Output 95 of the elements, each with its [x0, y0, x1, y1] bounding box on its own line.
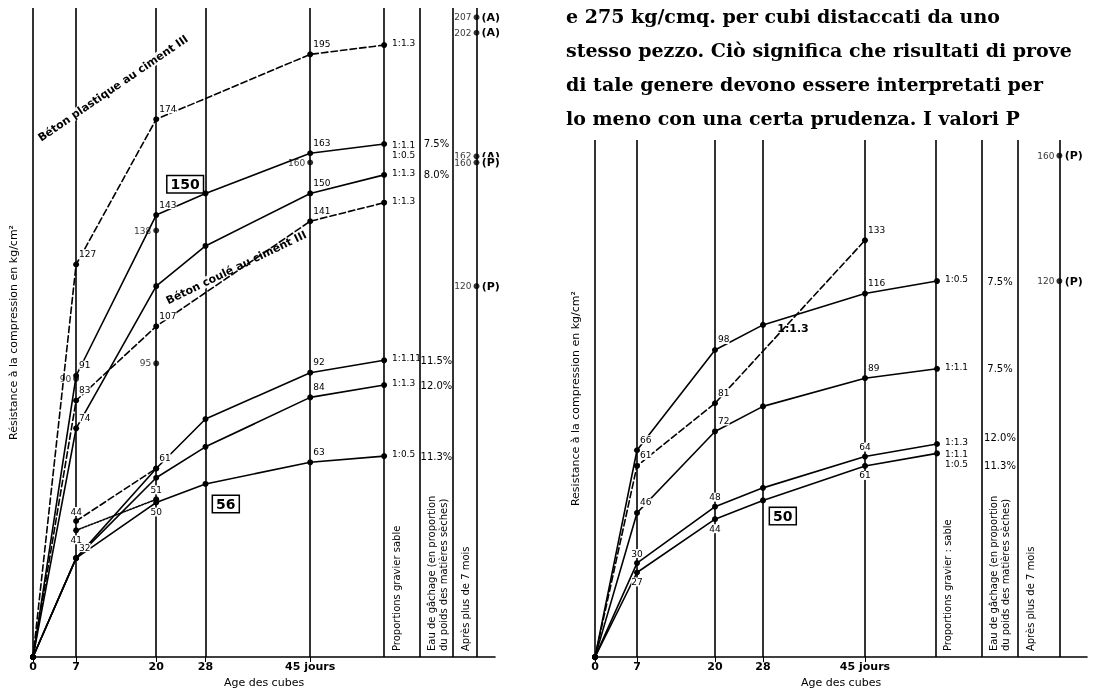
data-label: 163 — [313, 137, 331, 148]
annotation: (P) — [1064, 274, 1083, 288]
data-label: 143 — [159, 199, 177, 210]
annotation: 7.5% — [423, 138, 450, 150]
text: stesso pezzo. Ciò significa che risultati di prove — [566, 38, 1072, 61]
annotation: 150 — [170, 176, 201, 193]
annotation: 8.0% — [423, 169, 450, 181]
annotation: 11.3% — [420, 450, 453, 462]
series-label: 1:1.1 1:0.5 — [392, 139, 416, 160]
text: di tale genere devono essere interpretati per — [566, 72, 1044, 95]
data-label: 133 — [868, 224, 886, 235]
x-axis-title: Age des cubes — [800, 676, 882, 689]
data-label: 50 — [150, 506, 163, 517]
data-label: 202 — [454, 27, 472, 38]
text: e 275 kg/cmq. per cubi distaccati da uno — [566, 4, 1000, 27]
x-tick-label: 0 — [591, 660, 600, 674]
x-tick-label: 20 — [707, 660, 723, 674]
data-label: 66 — [640, 434, 652, 445]
series-label: 1:1.3 — [392, 38, 416, 49]
x-tick-label: 7 — [72, 660, 80, 673]
data-label: 30 — [631, 548, 643, 559]
ref-line-label: Proportions gravier sable — [390, 525, 402, 651]
x-tick-label: 0 — [29, 660, 38, 673]
ref-line-label: Proportions gravier : sable — [942, 519, 954, 652]
data-label: 61 — [159, 452, 171, 463]
ref-line-label: Après plus de 7 mois — [459, 546, 471, 651]
data-label: 91 — [79, 360, 91, 371]
data-label: 92 — [313, 357, 325, 368]
annotation: (P) — [481, 279, 500, 293]
annotation: 12.0% — [984, 432, 1016, 444]
data-label: 83 — [79, 384, 91, 395]
data-label: 160 — [1037, 150, 1055, 161]
data-label: 120 — [454, 281, 472, 292]
data-label: 89 — [868, 362, 880, 373]
annotation: 50 — [773, 508, 793, 525]
data-label: 141 — [313, 205, 331, 216]
ref-line-label: Eau de gâchage (en proportion du poids des matières sèches) — [426, 495, 450, 651]
data-label: 61 — [640, 450, 652, 461]
data-label: 51 — [150, 484, 162, 495]
data-label: 127 — [79, 249, 97, 260]
x-tick-label: 45 jours — [285, 660, 336, 673]
data-label: 61 — [859, 470, 871, 481]
annotation: (A) — [481, 10, 500, 24]
data-label: 160 — [288, 157, 306, 168]
y-axis-title: Résistance à la compression en kg/cm² — [7, 224, 20, 441]
x-tick-label: 45 jours — [839, 660, 891, 674]
data-label: 95 — [139, 358, 152, 369]
x-axis-title: Age des cubes — [223, 675, 305, 689]
x-tick-label: 7 — [633, 660, 641, 674]
data-label: 72 — [718, 415, 730, 426]
data-label: 44 — [709, 523, 721, 534]
x-tick-label: 20 — [148, 660, 165, 673]
data-label: 64 — [859, 442, 871, 453]
annotation: (P) — [1064, 149, 1083, 163]
ref-line-label: Eau de gâchage (en proportion du poids des matières sèches) — [987, 495, 1011, 652]
x-tick-label: 28 — [755, 660, 771, 674]
annotation: 7.5% — [987, 363, 1013, 375]
data-label: 74 — [79, 412, 91, 423]
series-label: 1:1.3 — [945, 436, 969, 447]
series-label: 1:1.1 — [945, 361, 969, 372]
data-label: 107 — [159, 310, 177, 321]
data-label: 195 — [313, 38, 331, 49]
data-label: 116 — [868, 278, 886, 289]
data-label: 27 — [631, 576, 643, 587]
data-label: 90 — [59, 373, 72, 384]
series-label: 1:1.3 — [392, 195, 416, 206]
data-label: 63 — [313, 446, 325, 457]
annotation: (A) — [481, 26, 500, 40]
data-label: 150 — [313, 177, 331, 188]
annotation: 56 — [216, 496, 236, 513]
data-label: 174 — [159, 103, 177, 114]
data-label: 207 — [454, 12, 472, 23]
data-label: 46 — [640, 497, 652, 508]
data-label: 84 — [313, 381, 325, 392]
data-label: 48 — [709, 492, 721, 503]
y-axis-title: Resistance à la compression en kg/cm² — [569, 291, 582, 507]
annotation: 1:1.3 — [777, 321, 809, 335]
x-tick-label: 28 — [197, 660, 214, 673]
annotation: 12.0% — [420, 379, 453, 391]
data-label: 98 — [718, 334, 730, 345]
text: lo meno con una certa prudenza. I valori P — [566, 106, 1020, 129]
data-label: 81 — [718, 387, 730, 398]
data-label: 32 — [79, 542, 91, 553]
series-label: 1:0.5 — [392, 449, 416, 460]
annotation: 11.5% — [420, 354, 453, 366]
series-label: 1:1.1 1:0.5 — [945, 449, 969, 470]
data-label: 44 — [70, 506, 83, 517]
series-label: 1:0.5 — [945, 274, 969, 285]
series-label: 1:1.3 — [392, 167, 416, 178]
data-label: 41 — [70, 534, 82, 545]
ref-line-label: Après plus de 7 mois — [1024, 546, 1036, 652]
annotation: 11.3% — [984, 460, 1016, 472]
series-label: 1:1.3 — [392, 378, 416, 389]
annotation: 7.5% — [987, 275, 1013, 287]
data-label: 120 — [1037, 276, 1055, 287]
